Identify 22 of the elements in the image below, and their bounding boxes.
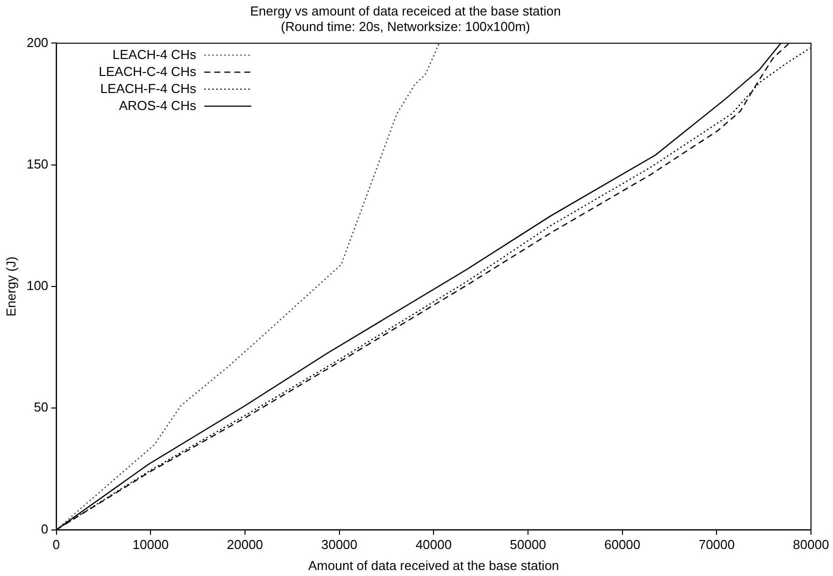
x-tick-label: 0 <box>52 537 60 552</box>
legend-label: LEACH-4 CHs <box>112 46 197 62</box>
y-tick-label: 200 <box>26 34 48 50</box>
legend-label: AROS-4 CHs <box>118 98 197 113</box>
x-tick-label: 30000 <box>321 537 358 552</box>
y-tick-label: 50 <box>34 400 48 415</box>
x-tick-label: 70000 <box>698 537 735 552</box>
x-tick-label: 10000 <box>132 537 169 552</box>
x-axis-title: Amount of data received at the base station <box>308 558 560 573</box>
y-tick-label: 0 <box>41 521 48 536</box>
x-tick-label: 50000 <box>510 537 546 552</box>
y-tick-label: 150 <box>26 156 48 172</box>
y-tick-label: 100 <box>26 278 48 294</box>
x-tick-label: 60000 <box>604 537 640 552</box>
legend-label: LEACH-F-4 CHs <box>100 80 197 96</box>
x-tick-label: 80000 <box>792 537 830 552</box>
chart-subtitle: (Round time: 20s, Networksize: 100x100m) <box>280 18 530 34</box>
chart-title: Energy vs amount of data receiced at the base station <box>250 3 561 18</box>
x-tick-label: 40000 <box>416 537 452 552</box>
x-tick-label: 20000 <box>226 537 264 552</box>
y-axis-title: Energy (J) <box>3 256 18 316</box>
legend-label: LEACH-C-4 CHs <box>98 64 197 79</box>
